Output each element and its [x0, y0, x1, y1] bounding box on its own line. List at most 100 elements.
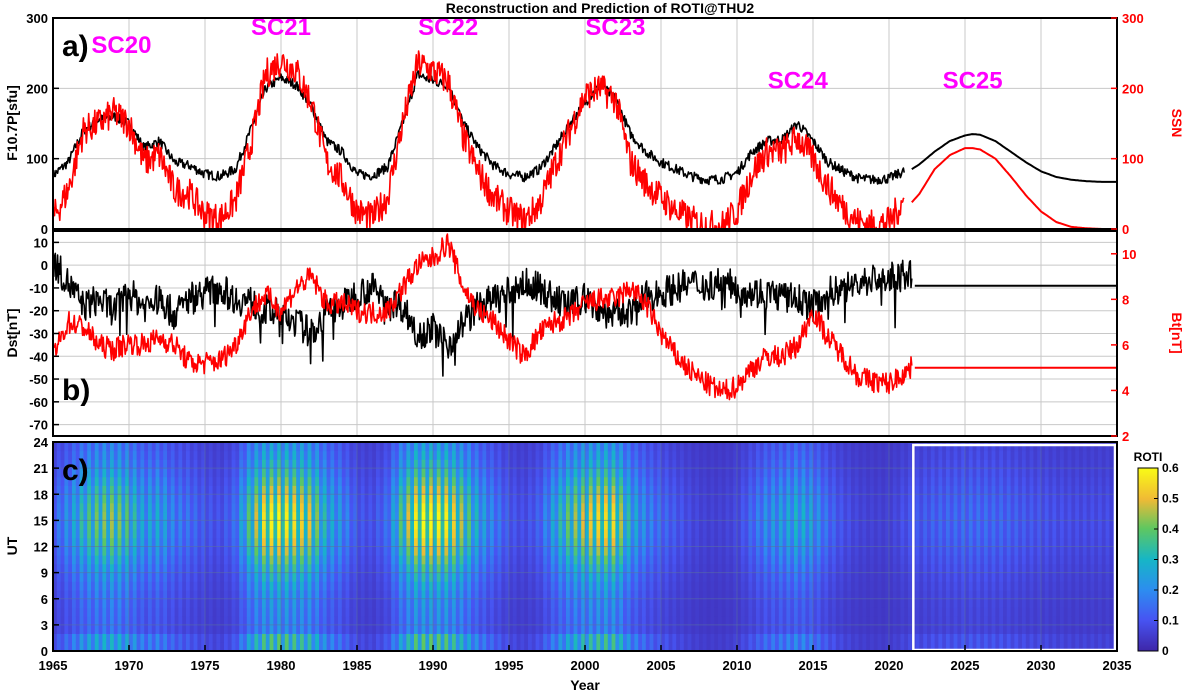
heatmap-cell [455, 624, 460, 634]
heatmap-cell [262, 529, 267, 539]
heatmap-cell [216, 581, 221, 591]
heatmap-cell [307, 520, 312, 530]
heatmap-cell [360, 616, 365, 626]
heatmap-cell [87, 624, 92, 634]
heatmap-cell [94, 468, 99, 478]
heatmap-cell [197, 624, 202, 634]
heatmap-cell [699, 546, 704, 556]
heatmap-cell [288, 459, 293, 469]
heatmap-cell [311, 494, 316, 504]
heatmap-cell [68, 450, 73, 460]
heatmap-cell [759, 546, 764, 556]
heatmap-cell [436, 546, 441, 556]
heatmap-cell [360, 633, 365, 643]
heatmap-cell [201, 476, 206, 486]
heatmap-cell [182, 494, 187, 504]
heatmap-cell [512, 442, 517, 452]
heatmap-cell [759, 581, 764, 591]
heatmap-cell [322, 485, 327, 495]
heatmap-cell [163, 607, 168, 617]
heatmap-cell [744, 598, 749, 608]
heatmap-cell [554, 468, 559, 478]
heatmap-cell [558, 607, 563, 617]
heatmap-cell [486, 450, 491, 460]
heatmap-cell [611, 642, 616, 651]
heatmap-cell [543, 624, 548, 634]
heatmap-cell [794, 494, 799, 504]
heatmap-cell [414, 633, 419, 643]
heatmap-cell [68, 468, 73, 478]
heatmap-cell [653, 450, 658, 460]
heatmap-cell [64, 633, 69, 643]
heatmap-cell [763, 529, 768, 539]
heatmap-cell [471, 537, 476, 547]
heatmap-cell [296, 468, 301, 478]
heatmap-cell [482, 520, 487, 530]
heatmap-cell [113, 590, 118, 600]
heatmap-cell [615, 450, 620, 460]
heatmap-cell [322, 616, 327, 626]
heatmap-cell [744, 537, 749, 547]
heatmap-cell [657, 511, 662, 521]
heatmap-cell [106, 520, 111, 530]
heatmap-cell [322, 633, 327, 643]
heatmap-cell [531, 624, 536, 634]
heatmap-cell [524, 607, 529, 617]
heatmap-cell [113, 546, 118, 556]
heatmap-cell [786, 555, 791, 565]
heatmap-cell [148, 616, 153, 626]
heatmap-cell [72, 511, 77, 521]
heatmap-cell [737, 494, 742, 504]
heatmap-cell [596, 555, 601, 565]
heatmap-cell [235, 607, 240, 617]
heatmap-cell [702, 494, 707, 504]
heatmap-cell [277, 468, 282, 478]
heatmap-cell [566, 450, 571, 460]
heatmap-cell [645, 624, 650, 634]
heatmap-cell [281, 546, 286, 556]
heatmap-cell [296, 537, 301, 547]
heatmap-cell [239, 572, 244, 582]
heatmap-cell [193, 537, 198, 547]
heatmap-cell [334, 581, 339, 591]
heatmap-cell [417, 529, 422, 539]
heatmap-cell [281, 563, 286, 574]
heatmap-cell [531, 442, 536, 452]
heatmap-cell [509, 511, 514, 521]
heatmap-cell [64, 459, 69, 469]
heatmap-cell [326, 476, 331, 486]
heatmap-cell [558, 572, 563, 582]
heatmap-cell [721, 598, 726, 608]
heatmap-cell [155, 607, 160, 617]
heatmap-cell [326, 520, 331, 530]
heatmap-cell [265, 598, 270, 608]
heatmap-cell [425, 555, 430, 565]
heatmap-cell [379, 642, 384, 651]
heatmap-cell [672, 494, 677, 504]
heatmap-cell [353, 607, 358, 617]
heatmap-cell [691, 590, 696, 600]
heatmap-cell [463, 450, 468, 460]
heatmap-cell [797, 616, 802, 626]
heatmap-cell [794, 529, 799, 539]
heatmap-cell [379, 520, 384, 530]
heatmap-cell [132, 563, 137, 574]
heatmap-cell [653, 537, 658, 547]
heatmap-cell [718, 450, 723, 460]
heatmap-cell [520, 502, 525, 513]
heatmap-cell [406, 459, 411, 469]
heatmap-cell [680, 502, 685, 513]
heatmap-cell [235, 624, 240, 634]
heatmap-cell [254, 442, 259, 452]
heatmap-cell [326, 494, 331, 504]
heatmap-cell [490, 450, 495, 460]
heatmap-cell [220, 450, 225, 460]
heatmap-cell [132, 572, 137, 582]
heatmap-cell [360, 555, 365, 565]
heatmap-cell [296, 581, 301, 591]
heatmap-cell [478, 485, 483, 495]
heatmap-cell [262, 450, 267, 460]
heatmap-cell [554, 502, 559, 513]
heatmap-cell [345, 598, 350, 608]
heatmap-cell [368, 442, 373, 452]
